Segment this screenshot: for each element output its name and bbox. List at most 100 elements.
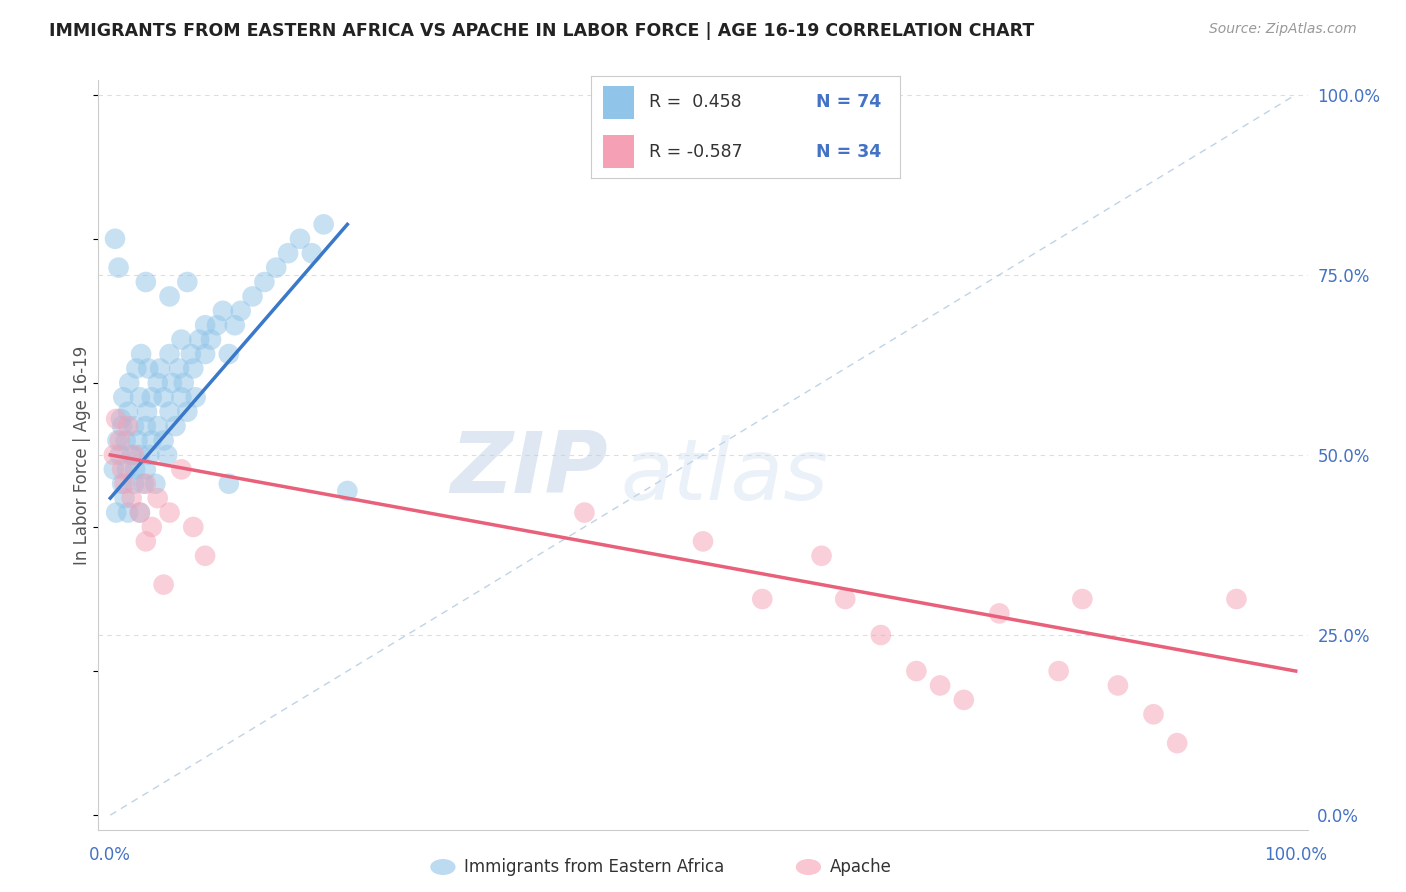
- Point: [129, 448, 152, 462]
- Point: [242, 289, 264, 303]
- Point: [127, 434, 149, 448]
- Point: [141, 390, 163, 404]
- Point: [129, 390, 152, 404]
- Point: [988, 607, 1011, 621]
- Text: Apache: Apache: [830, 858, 891, 876]
- Point: [905, 664, 928, 678]
- Point: [184, 390, 207, 404]
- Y-axis label: In Labor Force | Age 16-19: In Labor Force | Age 16-19: [73, 345, 91, 565]
- Point: [115, 462, 138, 476]
- Point: [212, 303, 235, 318]
- Point: [122, 448, 145, 462]
- Point: [135, 476, 157, 491]
- Point: [136, 405, 159, 419]
- Point: [224, 318, 246, 333]
- Point: [194, 549, 217, 563]
- Point: [180, 347, 202, 361]
- Bar: [603, 136, 634, 168]
- Point: [112, 390, 135, 404]
- Text: IMMIGRANTS FROM EASTERN AFRICA VS APACHE IN LABOR FORCE | AGE 16-19 CORRELATION : IMMIGRANTS FROM EASTERN AFRICA VS APACHE…: [49, 22, 1035, 40]
- Point: [143, 476, 166, 491]
- Point: [117, 405, 139, 419]
- Point: [165, 419, 187, 434]
- Point: [108, 448, 131, 462]
- Point: [751, 592, 773, 607]
- Point: [141, 520, 163, 534]
- Point: [149, 361, 172, 376]
- Point: [159, 405, 181, 419]
- Point: [103, 448, 125, 462]
- Point: [135, 419, 157, 434]
- Point: [574, 506, 596, 520]
- Text: ZIP: ZIP: [450, 428, 609, 511]
- Point: [136, 361, 159, 376]
- Text: R = -0.587: R = -0.587: [650, 143, 742, 161]
- Point: [952, 693, 974, 707]
- Point: [159, 347, 181, 361]
- Point: [1225, 592, 1247, 607]
- Point: [152, 390, 174, 404]
- Point: [118, 376, 141, 390]
- Text: N = 34: N = 34: [817, 143, 882, 161]
- Point: [105, 434, 128, 448]
- Point: [122, 419, 145, 434]
- Point: [146, 419, 169, 434]
- Point: [218, 476, 240, 491]
- Point: [114, 491, 136, 505]
- Point: [125, 361, 148, 376]
- Point: [929, 678, 952, 692]
- Point: [129, 347, 152, 361]
- Point: [288, 232, 311, 246]
- Point: [253, 275, 276, 289]
- Point: [1166, 736, 1188, 750]
- Point: [111, 476, 134, 491]
- Point: [105, 412, 128, 426]
- Text: R =  0.458: R = 0.458: [650, 94, 742, 112]
- Point: [170, 333, 193, 347]
- Text: N = 74: N = 74: [817, 94, 882, 112]
- Point: [117, 506, 139, 520]
- Point: [181, 520, 204, 534]
- Point: [176, 275, 198, 289]
- Point: [170, 462, 193, 476]
- Point: [121, 491, 143, 505]
- Text: Immigrants from Eastern Africa: Immigrants from Eastern Africa: [464, 858, 724, 876]
- Point: [167, 361, 190, 376]
- Point: [312, 218, 335, 232]
- Point: [121, 448, 143, 462]
- Point: [200, 333, 222, 347]
- Point: [141, 434, 163, 448]
- Point: [170, 390, 193, 404]
- Point: [205, 318, 228, 333]
- Point: [132, 476, 155, 491]
- Text: atlas: atlas: [620, 435, 828, 518]
- Point: [692, 534, 714, 549]
- Point: [159, 506, 181, 520]
- Point: [114, 476, 136, 491]
- Point: [264, 260, 287, 275]
- Point: [188, 333, 211, 347]
- Point: [146, 376, 169, 390]
- Point: [1142, 707, 1164, 722]
- Point: [111, 462, 134, 476]
- Point: [834, 592, 856, 607]
- Point: [156, 448, 179, 462]
- Point: [336, 483, 359, 498]
- Point: [110, 412, 132, 426]
- Point: [135, 275, 157, 289]
- Point: [152, 434, 174, 448]
- Point: [229, 303, 252, 318]
- Point: [129, 506, 152, 520]
- Point: [160, 376, 183, 390]
- Point: [122, 476, 145, 491]
- Point: [218, 347, 240, 361]
- Point: [810, 549, 832, 563]
- Point: [159, 289, 181, 303]
- Point: [103, 462, 125, 476]
- Point: [135, 462, 157, 476]
- Point: [135, 534, 157, 549]
- Point: [105, 506, 128, 520]
- Point: [301, 246, 323, 260]
- Point: [114, 434, 136, 448]
- Point: [277, 246, 299, 260]
